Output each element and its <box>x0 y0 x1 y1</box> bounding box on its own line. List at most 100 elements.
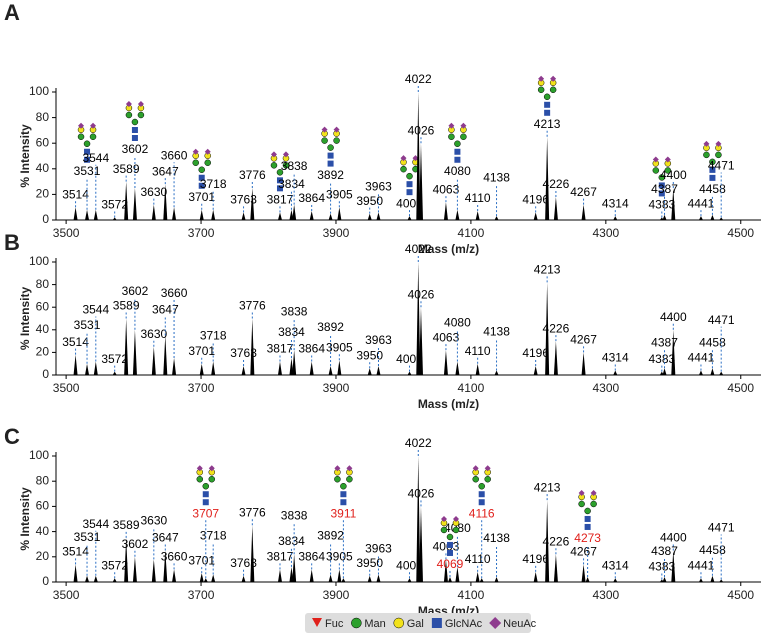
glycan-icon <box>446 549 453 556</box>
peak-label: 4458 <box>699 182 726 196</box>
glycan-icon <box>452 526 460 534</box>
peak-label: 4471 <box>708 313 735 327</box>
glycan-icon <box>137 101 144 107</box>
peak-label: 4063 <box>433 182 460 196</box>
peak <box>613 370 618 375</box>
glycan-icon <box>321 137 328 144</box>
peak <box>292 554 297 582</box>
peak-label: 3905 <box>326 340 353 354</box>
peak <box>418 307 423 375</box>
y-axis-label: % Intensity <box>18 487 32 551</box>
glycan-icon <box>84 148 91 155</box>
peak-label: 4026 <box>408 487 435 501</box>
peak-label: 3963 <box>365 542 392 556</box>
glycan-icon <box>715 140 722 147</box>
peak-label: 4022 <box>405 436 432 450</box>
peak <box>124 537 129 582</box>
legend-box <box>305 613 531 633</box>
glycan-icon <box>208 465 215 472</box>
y-tick-label: 80 <box>36 110 50 124</box>
glycan-icon <box>584 507 591 515</box>
peak <box>132 556 137 582</box>
peak-label: 3763 <box>230 556 257 570</box>
peak-label: 3589 <box>113 299 140 313</box>
glycan-icon <box>204 159 211 167</box>
peak <box>93 361 98 375</box>
legend-symbol <box>393 617 404 629</box>
glycan-icon <box>658 182 665 189</box>
peak-label: 4441 <box>688 196 715 210</box>
peak-label: 3660 <box>161 148 188 162</box>
peak <box>367 213 372 220</box>
peak <box>698 370 703 375</box>
peak-label: 4314 <box>602 558 629 572</box>
peak <box>211 361 216 375</box>
glycan-icon <box>89 133 97 141</box>
peak <box>151 346 156 375</box>
peak <box>163 335 168 375</box>
peak-label: 4080 <box>444 164 471 178</box>
peak <box>250 318 255 375</box>
glycan-icon <box>334 465 341 472</box>
peak <box>199 209 204 220</box>
glycan-icon <box>406 181 413 188</box>
peak <box>545 500 550 582</box>
y-tick-label: 20 <box>36 345 50 359</box>
peak <box>211 574 216 582</box>
x-tick-label: 4100 <box>458 588 485 602</box>
peak <box>475 363 480 375</box>
peak <box>719 371 724 375</box>
glycan-icon <box>478 491 485 498</box>
peak-label: 4458 <box>699 543 726 557</box>
glycan-icon <box>202 499 209 506</box>
glycan-icon <box>590 500 597 508</box>
peak-label: 3544 <box>82 151 109 165</box>
y-tick-label: 40 <box>36 524 50 538</box>
peak-label: 3647 <box>152 531 179 545</box>
peak-label: 3838 <box>281 159 308 173</box>
peak <box>447 576 452 582</box>
peak <box>719 579 724 582</box>
glycan-icon <box>454 140 461 148</box>
peak-label: 3660 <box>161 550 188 564</box>
glycan-icon <box>715 151 722 159</box>
y-axis-label: % Intensity <box>18 124 32 188</box>
glycan-icon <box>125 111 133 119</box>
peak <box>132 188 137 220</box>
peak <box>662 576 667 582</box>
peak-label: 3514 <box>62 335 89 349</box>
peak-label: 4063 <box>433 539 460 553</box>
y-tick-label: 0 <box>42 367 49 381</box>
x-axis-label: Mass (m/z) <box>418 242 479 256</box>
peak-label: 3834 <box>278 177 305 191</box>
peak-label: 3718 <box>200 329 227 343</box>
glycan-icon <box>198 166 205 174</box>
peak-label: 4400 <box>660 531 687 545</box>
peak-label: 4022 <box>405 242 432 256</box>
x-tick-label: 3700 <box>188 226 215 240</box>
peak <box>309 211 314 220</box>
peak <box>124 181 129 220</box>
glycan-icon <box>340 491 347 498</box>
y-axis-label: % Intensity <box>18 287 32 351</box>
peak <box>163 550 168 582</box>
x-tick-label: 4500 <box>727 588 754 602</box>
peak-label: 4213 <box>534 117 561 131</box>
peak-label: 3531 <box>74 530 101 544</box>
glycan-icon <box>198 182 205 189</box>
peak <box>443 559 448 582</box>
peak <box>475 211 480 220</box>
peak <box>475 571 480 582</box>
peak-label: 3776 <box>239 168 266 182</box>
peak <box>407 371 412 375</box>
peak <box>581 564 586 582</box>
glycan-icon <box>406 189 413 196</box>
peak <box>341 578 346 582</box>
peak-label: 4267 <box>570 333 597 347</box>
peak-label: 4138 <box>483 170 510 184</box>
peak-label: 3963 <box>365 333 392 347</box>
peak-label: 3647 <box>152 303 179 317</box>
x-tick-label: 3900 <box>323 381 350 395</box>
peak-label: 4116 <box>469 506 495 520</box>
